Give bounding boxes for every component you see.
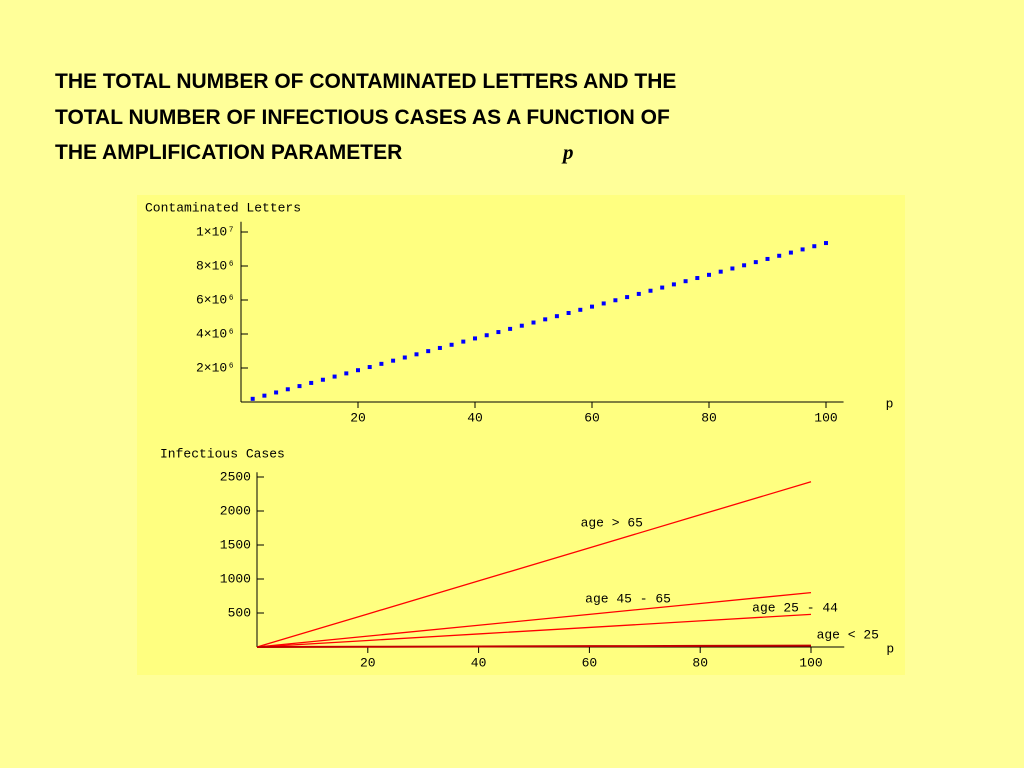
y-tick-label: 1×10⁷ bbox=[196, 224, 235, 239]
title-line: THE AMPLIFICATION PARAMETER bbox=[55, 141, 402, 164]
point bbox=[625, 295, 630, 300]
line bbox=[256, 591, 812, 648]
point bbox=[613, 298, 618, 303]
point bbox=[543, 317, 548, 322]
point bbox=[262, 393, 267, 398]
point bbox=[636, 291, 641, 296]
point bbox=[742, 263, 747, 268]
point bbox=[578, 307, 583, 312]
point bbox=[683, 279, 688, 284]
point bbox=[402, 355, 407, 360]
point bbox=[285, 387, 290, 392]
point bbox=[508, 326, 513, 331]
x-axis-label: p bbox=[886, 396, 894, 411]
y-tick-label: 2500 bbox=[220, 469, 251, 484]
point bbox=[566, 310, 571, 315]
point bbox=[332, 374, 337, 379]
point bbox=[695, 276, 700, 281]
x-axis-label: p bbox=[886, 641, 894, 656]
point bbox=[473, 336, 477, 341]
point bbox=[765, 256, 770, 261]
point bbox=[777, 253, 782, 258]
point bbox=[753, 260, 758, 265]
x-tick-label: 60 bbox=[582, 655, 598, 670]
point bbox=[391, 358, 396, 363]
y-tick-label: 500 bbox=[228, 605, 251, 620]
point bbox=[344, 371, 349, 376]
y-axis-label: Infectious Cases bbox=[160, 446, 285, 461]
line bbox=[256, 644, 812, 648]
point bbox=[519, 323, 524, 328]
x-tick-label: 60 bbox=[584, 410, 600, 425]
x-tick-label: 100 bbox=[814, 410, 837, 425]
x-tick-label: 80 bbox=[701, 410, 717, 425]
point bbox=[379, 361, 384, 366]
point bbox=[671, 282, 676, 287]
x-tick-label: 40 bbox=[471, 655, 487, 670]
title-line: TOTAL NUMBER OF INFECTIOUS CASES AS A FU… bbox=[55, 106, 670, 129]
y-tick-label: 4×10⁶ bbox=[196, 326, 235, 341]
point bbox=[437, 345, 442, 350]
point bbox=[320, 377, 325, 382]
y-tick-label: 2×10⁶ bbox=[196, 360, 235, 375]
y-axis-label: Contaminated Letters bbox=[145, 200, 301, 215]
point bbox=[718, 269, 723, 274]
point bbox=[449, 342, 454, 347]
point bbox=[824, 241, 828, 246]
point bbox=[730, 266, 735, 271]
point bbox=[356, 368, 360, 373]
point bbox=[648, 288, 653, 293]
line bbox=[256, 481, 812, 648]
charts: Contaminated Letters p 20 40 60 80 100 2×10⁶ 4×1… bbox=[145, 200, 894, 670]
title-variable: p bbox=[561, 140, 574, 164]
point bbox=[496, 330, 501, 335]
point bbox=[250, 396, 255, 401]
point bbox=[800, 247, 805, 252]
y-tick-label: 1500 bbox=[220, 537, 251, 552]
point bbox=[297, 384, 302, 389]
point bbox=[484, 333, 489, 338]
point bbox=[554, 314, 559, 319]
point bbox=[707, 272, 711, 277]
series-label: age 45 - 65 bbox=[585, 591, 671, 606]
point bbox=[660, 285, 665, 290]
point bbox=[812, 244, 817, 249]
y-tick-label: 6×10⁶ bbox=[196, 292, 235, 307]
x-tick-label: 20 bbox=[350, 410, 366, 425]
y-tick-label: 2000 bbox=[220, 503, 251, 518]
point bbox=[601, 301, 606, 306]
x-tick-label: 40 bbox=[467, 410, 483, 425]
y-tick-label: 1000 bbox=[220, 571, 251, 586]
series-label: age > 65 bbox=[581, 515, 643, 530]
x-tick-label: 80 bbox=[692, 655, 708, 670]
point bbox=[590, 304, 594, 309]
y-tick-label: 8×10⁶ bbox=[196, 258, 235, 273]
title-line: THE TOTAL NUMBER OF CONTAMINATED LETTERS… bbox=[55, 70, 676, 93]
point bbox=[531, 320, 536, 325]
series-label: age 25 - 44 bbox=[752, 600, 838, 615]
point bbox=[788, 250, 793, 255]
x-tick-label: 20 bbox=[360, 655, 376, 670]
series-label: age < 25 bbox=[817, 627, 879, 642]
point bbox=[461, 339, 466, 344]
point bbox=[274, 390, 279, 395]
line bbox=[256, 613, 812, 648]
point bbox=[367, 365, 372, 370]
point bbox=[426, 349, 431, 354]
x-tick-label: 100 bbox=[799, 655, 822, 670]
point bbox=[414, 352, 419, 357]
chart-panel bbox=[137, 195, 905, 675]
point bbox=[309, 380, 314, 385]
